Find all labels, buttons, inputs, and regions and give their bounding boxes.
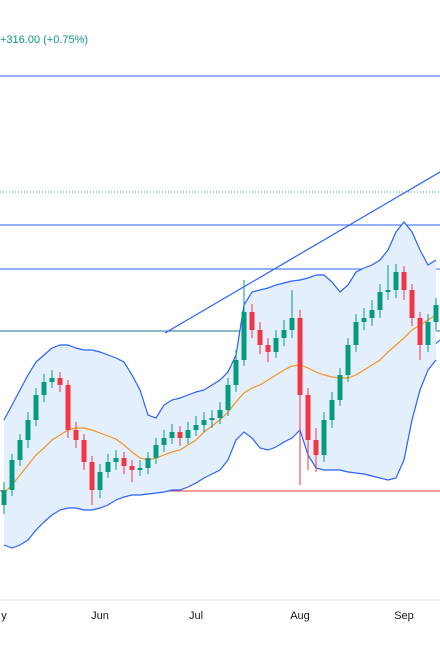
- candle-body: [129, 466, 135, 470]
- candle-body: [425, 322, 431, 345]
- candle-body: [49, 378, 55, 382]
- candle-body: [161, 438, 167, 445]
- candle-body: [433, 305, 439, 322]
- candle-body: [361, 318, 367, 322]
- candle-body: [185, 430, 191, 438]
- candle-body: [305, 395, 311, 440]
- candle-body: [41, 382, 47, 395]
- candle-body: [281, 330, 287, 338]
- candle-body: [345, 345, 351, 375]
- candle-body: [33, 395, 39, 420]
- candle-body: [153, 445, 159, 458]
- candle-body: [17, 440, 23, 460]
- candle-body: [89, 462, 95, 490]
- candle-body: [369, 310, 375, 318]
- candle-body: [265, 345, 271, 352]
- candle-body: [249, 312, 255, 330]
- candle-body: [313, 440, 319, 455]
- candle-body: [25, 420, 31, 440]
- candle-body: [321, 420, 327, 455]
- candle-body: [257, 330, 263, 345]
- candle-body: [225, 385, 231, 410]
- x-tick-label: Sep: [394, 610, 414, 622]
- candle-body: [385, 290, 391, 292]
- candle-body: [1, 490, 7, 505]
- candle-body: [121, 458, 127, 466]
- candle-body: [353, 322, 359, 345]
- candle-body: [9, 460, 15, 490]
- candle-body: [169, 432, 175, 438]
- candle-body: [201, 420, 207, 425]
- candle-body: [177, 432, 183, 438]
- candle-body: [217, 410, 223, 418]
- candle-body: [113, 458, 119, 462]
- candle-body: [137, 468, 143, 470]
- candle-body: [241, 312, 247, 360]
- candle-body: [401, 272, 407, 290]
- x-tick-label: Jun: [91, 610, 109, 622]
- candle-body: [145, 458, 151, 468]
- candle-body: [209, 418, 215, 420]
- candle-body: [297, 318, 303, 395]
- change-label: +316.00 (+0.75%): [0, 34, 88, 46]
- candle-body: [193, 425, 199, 430]
- candle-body: [273, 338, 279, 352]
- candle-body: [233, 360, 239, 385]
- x-tick-label: Jul: [189, 610, 203, 622]
- lower-band: [3, 359, 437, 549]
- candle-body: [73, 430, 79, 440]
- band-fill: [4, 222, 436, 548]
- upper-band: [3, 221, 437, 421]
- candle-body: [97, 472, 103, 490]
- x-tick-label: Aug: [290, 610, 310, 622]
- candle-body: [81, 440, 87, 462]
- trend-line: [164, 171, 440, 334]
- candle-body: [417, 318, 423, 345]
- candle-body: [393, 272, 399, 290]
- candle-body: [329, 400, 335, 420]
- candle-body: [57, 378, 63, 385]
- candle-body: [105, 462, 111, 472]
- candle-body: [289, 318, 295, 330]
- candle-body: [409, 290, 415, 318]
- candle-body: [65, 385, 71, 430]
- candle-body: [377, 292, 383, 310]
- x-tick-label: y: [1, 610, 7, 622]
- candle-body: [337, 375, 343, 400]
